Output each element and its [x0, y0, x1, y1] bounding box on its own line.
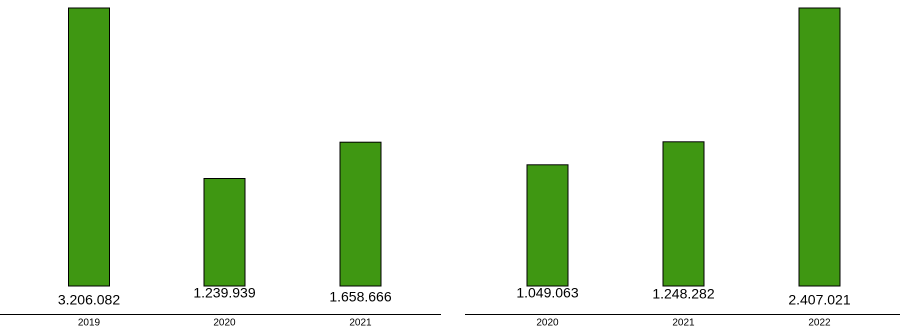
bar-2022 [798, 7, 841, 287]
bar-2021 [662, 141, 705, 287]
bar-2019 [68, 7, 110, 287]
bar-2020 [203, 178, 246, 287]
bar-2020 [526, 164, 569, 287]
data-label: 1.248.282 [652, 286, 714, 302]
x-tick-label: 2020 [213, 318, 236, 327]
x-tick-label: 2021 [672, 318, 695, 327]
x-tick-label: 2021 [349, 318, 372, 327]
bar-2021 [339, 141, 382, 287]
chart-panel-2: 1.049.063 2020 1.248.282 2021 2.407.021 2022 [465, 7, 900, 329]
data-label: 2.407.021 [788, 292, 850, 308]
data-label: 1.239.939 [193, 285, 255, 301]
data-label: 1.049.063 [516, 285, 578, 301]
data-label: 1.658.666 [329, 289, 391, 305]
x-tick-label: 2019 [78, 318, 101, 327]
data-label: 3.206.082 [58, 292, 120, 308]
x-tick-label: 2020 [536, 318, 559, 327]
x-tick-label: 2022 [808, 318, 831, 327]
chart-panel-1: 3.206.082 2019 1.239.939 2020 1.658.666 2021 [0, 7, 441, 329]
